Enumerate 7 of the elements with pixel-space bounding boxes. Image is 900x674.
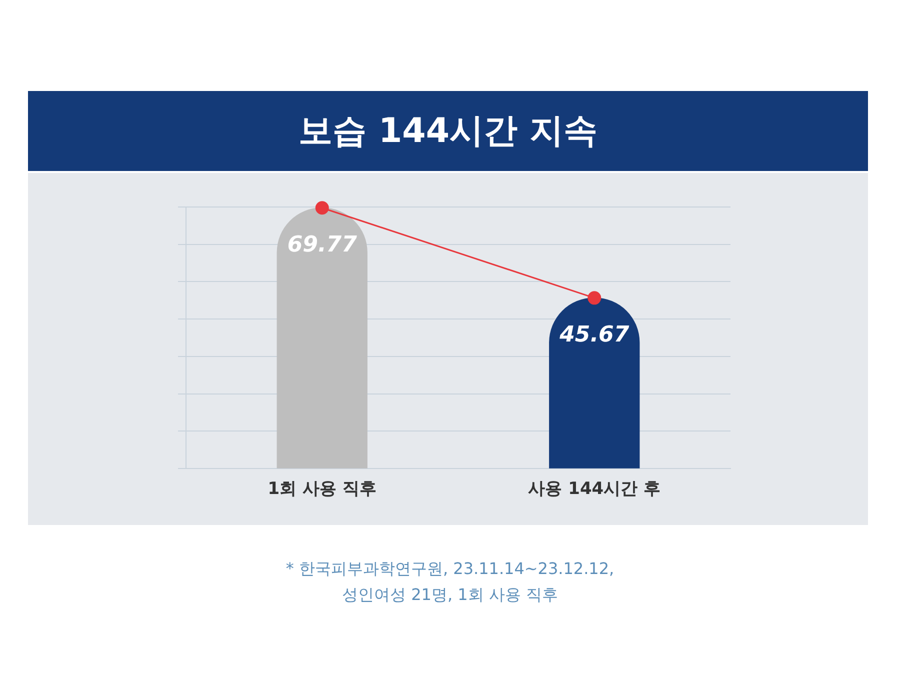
- data-label: 45.67: [558, 322, 630, 348]
- x-tick-label: 사용 144시간 후: [528, 479, 661, 500]
- chart-title: 보습 144시간 지속: [28, 91, 868, 171]
- text: 성인여성 21명, 1회 사용 직후: [341, 584, 559, 606]
- data-label: 69.77: [287, 232, 358, 258]
- text: * 한국피부과학연구원, 23.11.14~23.12.12,: [284, 558, 616, 580]
- x-tick-label: 1회 사용 직후: [268, 479, 376, 500]
